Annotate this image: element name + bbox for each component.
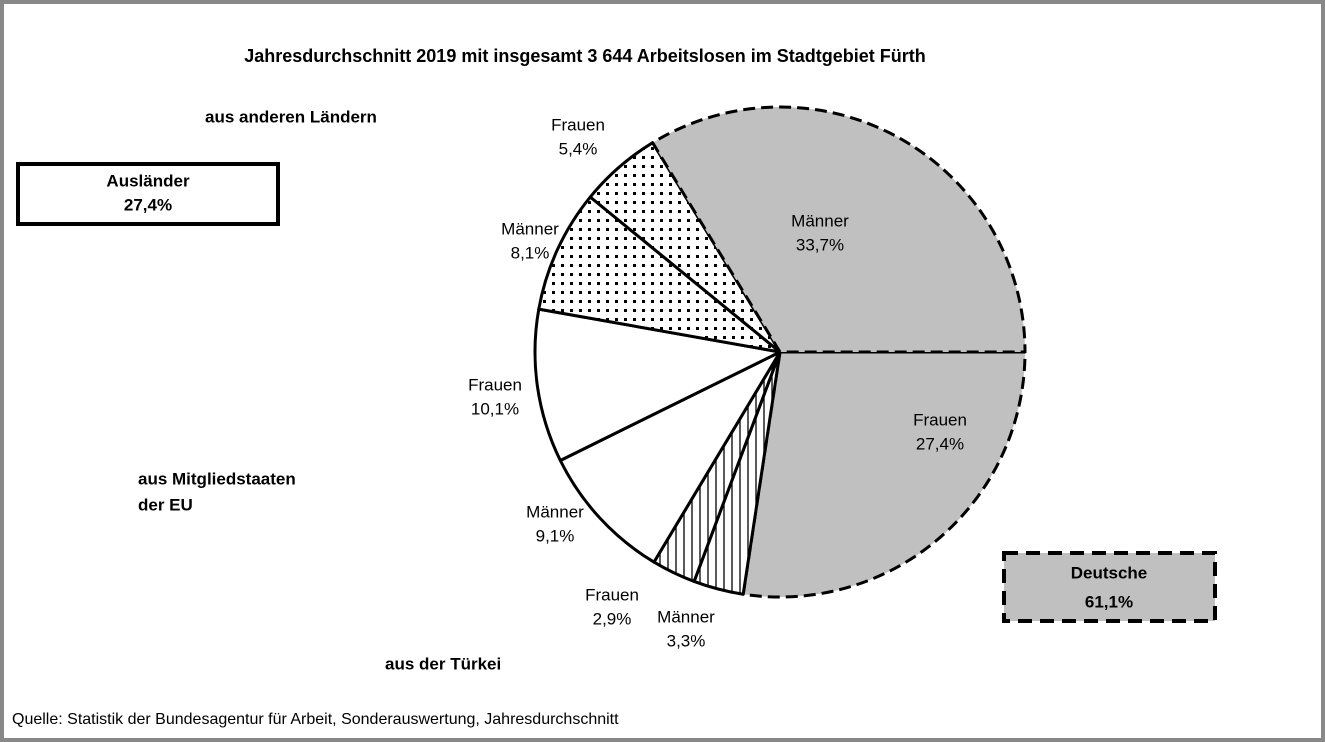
chart-title: Jahresdurchschnitt 2019 mit insgesamt 3 …	[244, 46, 926, 66]
box-text: 27,4%	[124, 195, 172, 214]
value-label: 2,9%	[593, 609, 632, 628]
slice-label: Frauen	[913, 410, 967, 429]
group-box	[16, 162, 280, 226]
value-label: 3,3%	[667, 631, 706, 650]
slice	[741, 350, 1027, 599]
value-label: 10,1%	[471, 399, 519, 418]
value-label: 5,4%	[559, 139, 598, 158]
value-label: 27,4%	[916, 434, 964, 453]
slice	[537, 195, 782, 354]
box-text: 61,1%	[1085, 592, 1133, 611]
source: Quelle: Statistik der Bundesagentur für …	[12, 711, 619, 728]
slice	[533, 307, 782, 462]
annotation: aus anderen Ländern	[205, 107, 377, 126]
group-box	[1002, 551, 1217, 623]
value-label: 8,1%	[511, 243, 550, 262]
value-label: 33,7%	[796, 235, 844, 254]
slice	[651, 105, 1027, 354]
slice-label: Frauen	[585, 585, 639, 604]
slice-label: Frauen	[468, 375, 522, 394]
slice-label: Männer	[526, 502, 584, 521]
slice	[558, 350, 782, 564]
box-title: Deutsche	[1071, 563, 1148, 582]
value-label: 9,1%	[536, 526, 575, 545]
annotation: aus Mitgliedstaaten	[138, 469, 296, 488]
annotation: der EU	[138, 495, 193, 514]
annotation: aus der Türkei	[385, 654, 501, 673]
slice-label: Männer	[501, 219, 559, 238]
box-title: Ausländer	[106, 171, 190, 190]
slice-label: Männer	[657, 607, 715, 626]
slice-label: Männer	[791, 211, 849, 230]
slice-label: Frauen	[551, 115, 605, 134]
